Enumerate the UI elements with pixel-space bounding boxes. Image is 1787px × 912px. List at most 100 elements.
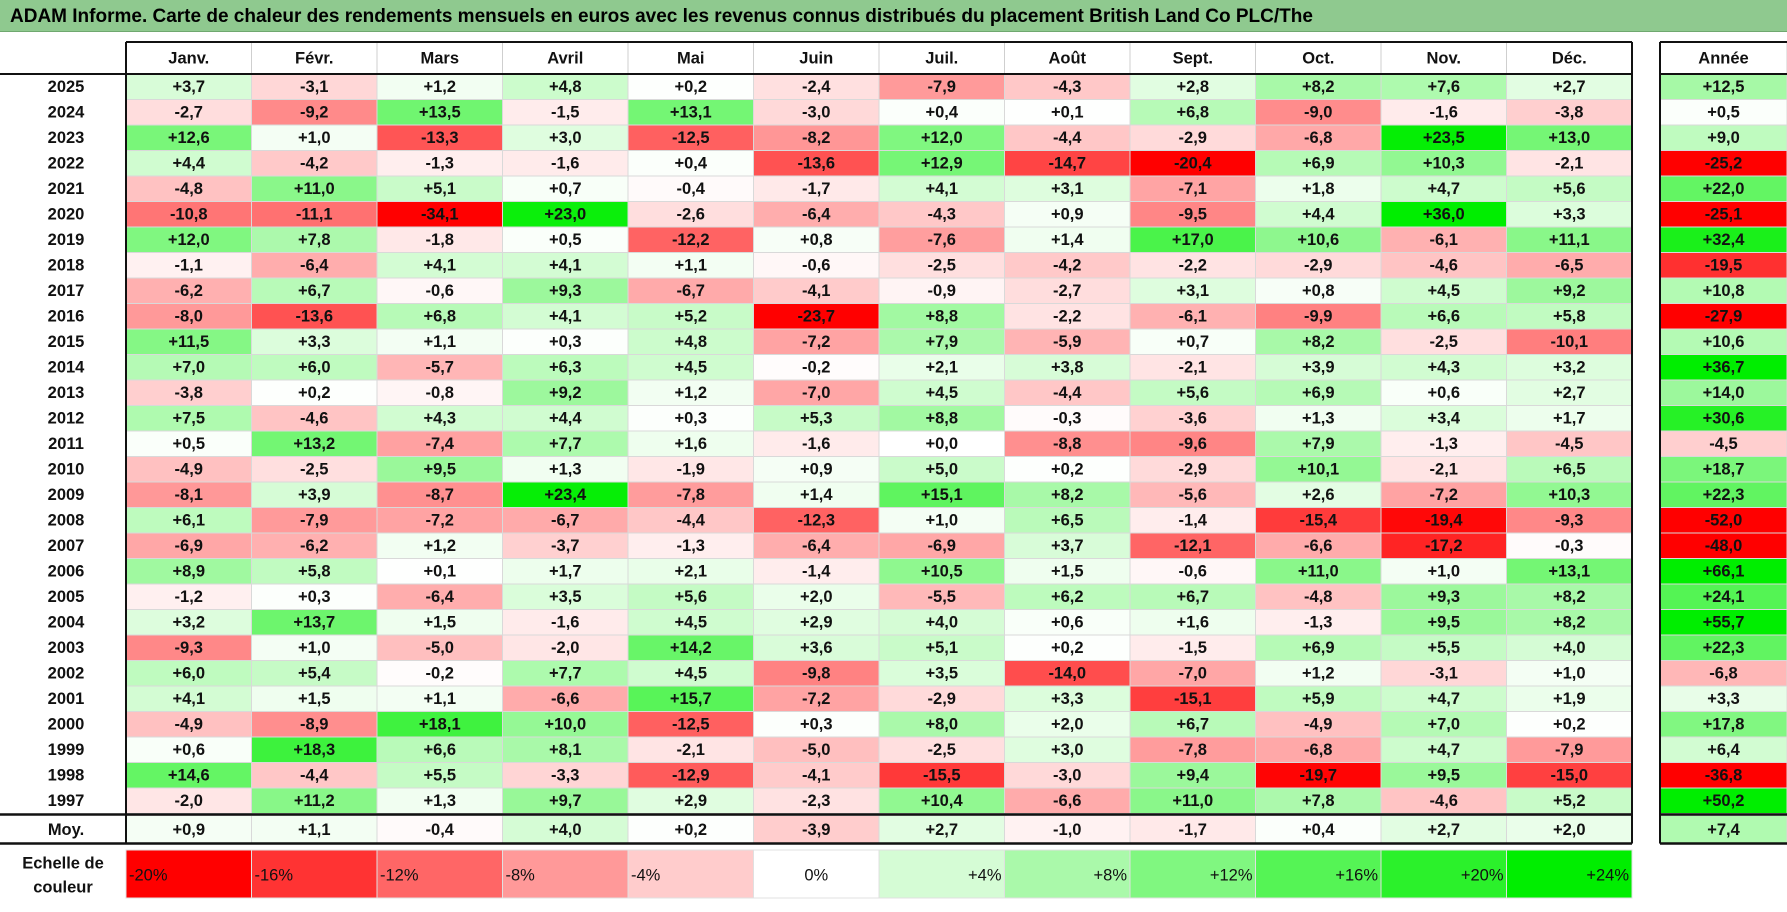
heatmap-cell-value: +3,3 — [1553, 206, 1586, 224]
heatmap-cell — [753, 175, 880, 202]
average-cell — [1380, 815, 1507, 844]
average-cell-value: +0,2 — [674, 821, 707, 839]
heatmap-cell-value: +2,1 — [674, 563, 707, 581]
heatmap-cell-value: +6,6 — [423, 741, 456, 759]
heatmap-cell-value: -8,2 — [802, 129, 830, 147]
heatmap-cell — [878, 252, 1005, 279]
heatmap-cell-value: +1,1 — [423, 333, 456, 351]
heatmap-cell — [1506, 175, 1633, 202]
heatmap-cell-value: +11,0 — [294, 180, 335, 198]
row-year-label: 2000 — [48, 716, 85, 734]
heatmap-cell-value: -6,8 — [1304, 129, 1332, 147]
row-year-label: 2008 — [48, 512, 85, 530]
heatmap-cell-value: -4,3 — [1053, 78, 1081, 96]
column-header-cell — [125, 41, 252, 75]
heatmap-cell — [502, 430, 629, 457]
heatmap-cell-value: +0,3 — [674, 410, 707, 428]
heatmap-cell-value: -4,4 — [677, 512, 706, 530]
heatmap-cell-value: -2,9 — [1304, 257, 1332, 275]
heatmap-cell — [1004, 277, 1131, 304]
heatmap-cell-value: -5,0 — [802, 741, 830, 759]
heatmap-cell-value: +13,0 — [1548, 129, 1590, 147]
heatmap-cell-value: +5,8 — [298, 563, 331, 581]
heatmap-cell-value: +23,0 — [544, 206, 586, 224]
heatmap-cell — [627, 736, 754, 763]
heatmap-cell-value: +13,5 — [419, 104, 461, 122]
annual-cell-value: -48,0 — [1705, 537, 1743, 555]
heatmap-cell-value: -3,1 — [1430, 665, 1458, 683]
column-header-label: Sept. — [1173, 49, 1213, 67]
heatmap-cell-value: +10,6 — [1297, 231, 1339, 249]
heatmap-cell-value: +8,2 — [1302, 333, 1335, 351]
heatmap-cell-value: +0,7 — [1176, 333, 1209, 351]
heatmap-cell-value: +1,5 — [423, 614, 456, 632]
heatmap-cell — [1506, 634, 1633, 661]
heatmap-cell-value: -8,0 — [175, 308, 203, 326]
heatmap-cell-value: +3,7 — [172, 78, 205, 96]
heatmap-cell — [125, 201, 252, 228]
annual-cell-value: +10,6 — [1703, 333, 1745, 351]
heatmap-cell — [125, 124, 252, 151]
heatmap-cell-value: +3,9 — [1302, 359, 1335, 377]
heatmap-cell-value: +3,2 — [172, 614, 205, 632]
heatmap-cell — [251, 609, 378, 636]
heatmap-cell-value: -7,4 — [426, 435, 455, 453]
heatmap-cell-value: +0,1 — [423, 563, 456, 581]
row-year-label: 2013 — [48, 384, 85, 402]
scale-swatch-label: +4% — [968, 866, 1002, 884]
annual-cell-value: -36,8 — [1705, 767, 1743, 785]
column-header-label: Nov. — [1426, 49, 1461, 67]
heatmap-cell — [1255, 532, 1382, 559]
annual-cell-value: +17,8 — [1703, 716, 1745, 734]
average-cell-value: -1,7 — [1179, 821, 1207, 839]
heatmap-cell — [627, 711, 754, 738]
heatmap-cell-value: +6,7 — [1176, 716, 1209, 734]
row-year-label: 2007 — [48, 537, 85, 555]
heatmap-cell-value: +4,7 — [1427, 741, 1460, 759]
heatmap-cell — [251, 303, 378, 330]
heatmap-cell-value: -2,7 — [1053, 282, 1081, 300]
heatmap-cell-value: -2,1 — [677, 741, 705, 759]
annual-cell — [1659, 762, 1787, 789]
heatmap-cell-value: -8,8 — [1053, 435, 1081, 453]
annual-cell-value: -4,5 — [1709, 435, 1737, 453]
heatmap-cell — [125, 507, 252, 534]
annual-cell-value: +14,0 — [1703, 384, 1745, 402]
heatmap-cell — [878, 736, 1005, 763]
heatmap-cell — [251, 175, 378, 202]
heatmap-cell-value: -0,2 — [426, 665, 454, 683]
scale-swatch — [1255, 849, 1382, 899]
average-cell-value: -1,0 — [1053, 821, 1081, 839]
heatmap-cell-value: -3,3 — [551, 767, 579, 785]
heatmap-cell-value: -4,6 — [1430, 792, 1458, 810]
average-cell-value: +2,7 — [925, 821, 958, 839]
heatmap-cell-value: +1,4 — [1051, 231, 1084, 249]
heatmap-cell-value: -4,3 — [928, 206, 956, 224]
average-cell — [878, 815, 1005, 844]
heatmap-cell — [125, 175, 252, 202]
heatmap-cell-value: -4,4 — [1053, 384, 1082, 402]
heatmap-cell — [878, 150, 1005, 177]
heatmap-cell-value: +1,0 — [298, 129, 331, 147]
heatmap-cell-value: -9,3 — [1555, 512, 1583, 530]
heatmap-cell — [376, 583, 503, 610]
scale-title-line2: couleur — [33, 878, 93, 896]
annual-cell-value: +3,3 — [1707, 690, 1740, 708]
heatmap-cell-value: +15,1 — [921, 486, 963, 504]
heatmap-cell — [1255, 99, 1382, 126]
heatmap-cell-value: +0,5 — [549, 231, 582, 249]
column-header-label: Août — [1048, 49, 1086, 67]
heatmap-cell-value: +0,5 — [172, 435, 205, 453]
heatmap-cell — [1129, 456, 1256, 483]
row-year-label: 2001 — [48, 690, 85, 708]
annual-cell-value: +10,8 — [1703, 282, 1745, 300]
heatmap-cell-value: -6,9 — [175, 537, 203, 555]
heatmap-cell-value: +12,9 — [921, 155, 963, 173]
column-header-cell — [878, 41, 1005, 75]
row-year-label: 2014 — [48, 359, 86, 377]
heatmap-cell — [1255, 226, 1382, 253]
heatmap-cell — [1506, 226, 1633, 253]
heatmap-cell-value: +1,2 — [423, 537, 456, 555]
heatmap-cell-value: -34,1 — [421, 206, 459, 224]
heatmap-cell-value: +4,3 — [423, 410, 456, 428]
